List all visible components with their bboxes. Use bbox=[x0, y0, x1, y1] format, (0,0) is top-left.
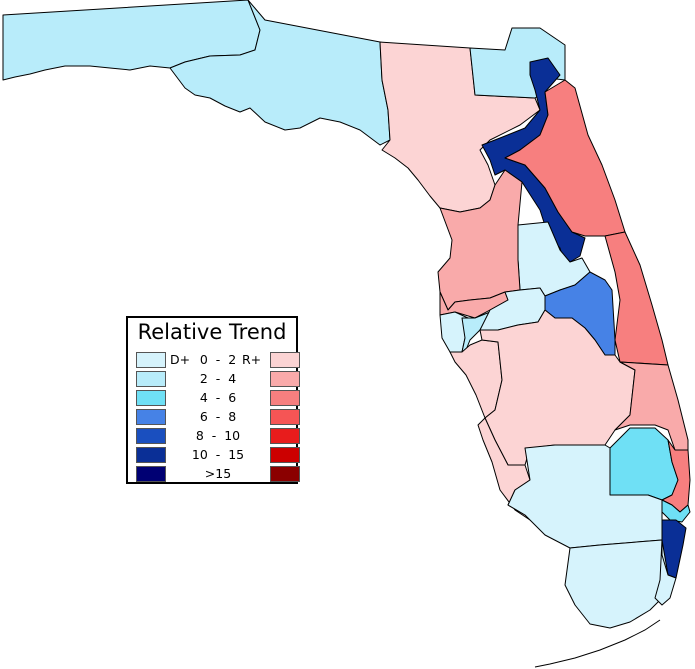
legend-row-label: 2 - 4 bbox=[199, 371, 237, 386]
district-fl-18[interactable] bbox=[614, 361, 689, 451]
district-fl-22[interactable] bbox=[661, 499, 691, 523]
district-fl-26[interactable] bbox=[564, 539, 669, 629]
legend-swatch-r bbox=[270, 352, 300, 368]
district-fl-20[interactable] bbox=[609, 427, 679, 501]
legend-swatch-r bbox=[270, 428, 300, 444]
district-fl-16[interactable] bbox=[449, 339, 503, 419]
legend-row-label: 0 - 2 bbox=[199, 352, 237, 367]
legend-title: Relative Trend bbox=[137, 320, 287, 344]
legend-swatch-d bbox=[136, 447, 166, 463]
legend-swatch-r bbox=[270, 447, 300, 463]
legend-swatch-d bbox=[136, 352, 166, 368]
legend-swatch-d bbox=[136, 390, 166, 406]
legend-swatch-d bbox=[136, 409, 166, 425]
legend-row-label: 8 - 10 bbox=[195, 428, 241, 443]
legend-swatch-d bbox=[136, 466, 166, 482]
legend-swatch-r bbox=[270, 466, 300, 482]
legend-row-label: 6 - 8 bbox=[199, 409, 237, 424]
florida-keys-outline bbox=[534, 619, 661, 668]
legend: Relative Trend 0 - 2 2 - 4 4 - 6 6 - 8 8 - 1… bbox=[126, 316, 300, 484]
district-fl-27[interactable] bbox=[654, 539, 677, 606]
legend-row-label: 4 - 6 bbox=[199, 390, 237, 405]
legend-swatch-r bbox=[270, 409, 300, 425]
district-fl-14[interactable] bbox=[461, 311, 491, 353]
legend-swatch-r bbox=[270, 371, 300, 387]
legend-swatch-d bbox=[136, 428, 166, 444]
legend-swatch-d bbox=[136, 371, 166, 387]
district-fl-06[interactable] bbox=[504, 79, 626, 237]
legend-r-marker: R+ bbox=[242, 352, 262, 367]
district-fl-25[interactable] bbox=[507, 444, 663, 549]
legend-swatch-r bbox=[270, 390, 300, 406]
legend-row-label: 10 - 15 bbox=[191, 447, 245, 462]
legend-row-label: >15 bbox=[204, 466, 232, 481]
legend-d-marker: D+ bbox=[170, 352, 191, 367]
